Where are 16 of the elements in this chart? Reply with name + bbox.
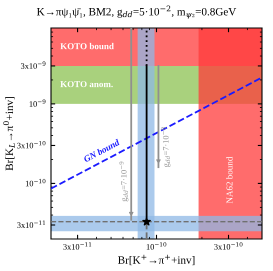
text: g$_{dd}$=7·10$^{−9}$ [119, 162, 128, 202]
y-tick-label: 3x10$^{−10}$ [17, 140, 46, 148]
chart-title: K→πψ₁ψ̄₁, BM2, g$_{dd}$=5·10$^{−2}$, m$_{ψ₂}$=0.8GeV [36, 6, 236, 19]
y-tick-label: 3x10$^{−11}$ [17, 220, 46, 228]
band-label: KOTO anom. [60, 81, 113, 88]
x-tick-label: 3x10$^{−10}$ [214, 242, 243, 250]
band-label: NA62 bound [226, 156, 233, 204]
text: g$_{dd}$=7·10$^{−8}$ [161, 127, 170, 167]
band-label: KOTO bound [60, 42, 114, 50]
x-tick-label: 3x10$^{−11}$ [63, 242, 92, 250]
x-axis-title: Br[K$^{+}$→π$^{+}$+inv] [118, 254, 194, 266]
y-tick-label: 10$^{−9}$ [30, 99, 46, 107]
y-tick-label: 10$^{−10}$ [26, 178, 46, 186]
y-tick-label: 3x10$^{−9}$ [20, 61, 46, 69]
y-axis-title: Br[K$_{L}$→π$^{0}$+inv] [3, 97, 15, 171]
x-tick-label: 10$^{−10}$ [146, 242, 166, 250]
